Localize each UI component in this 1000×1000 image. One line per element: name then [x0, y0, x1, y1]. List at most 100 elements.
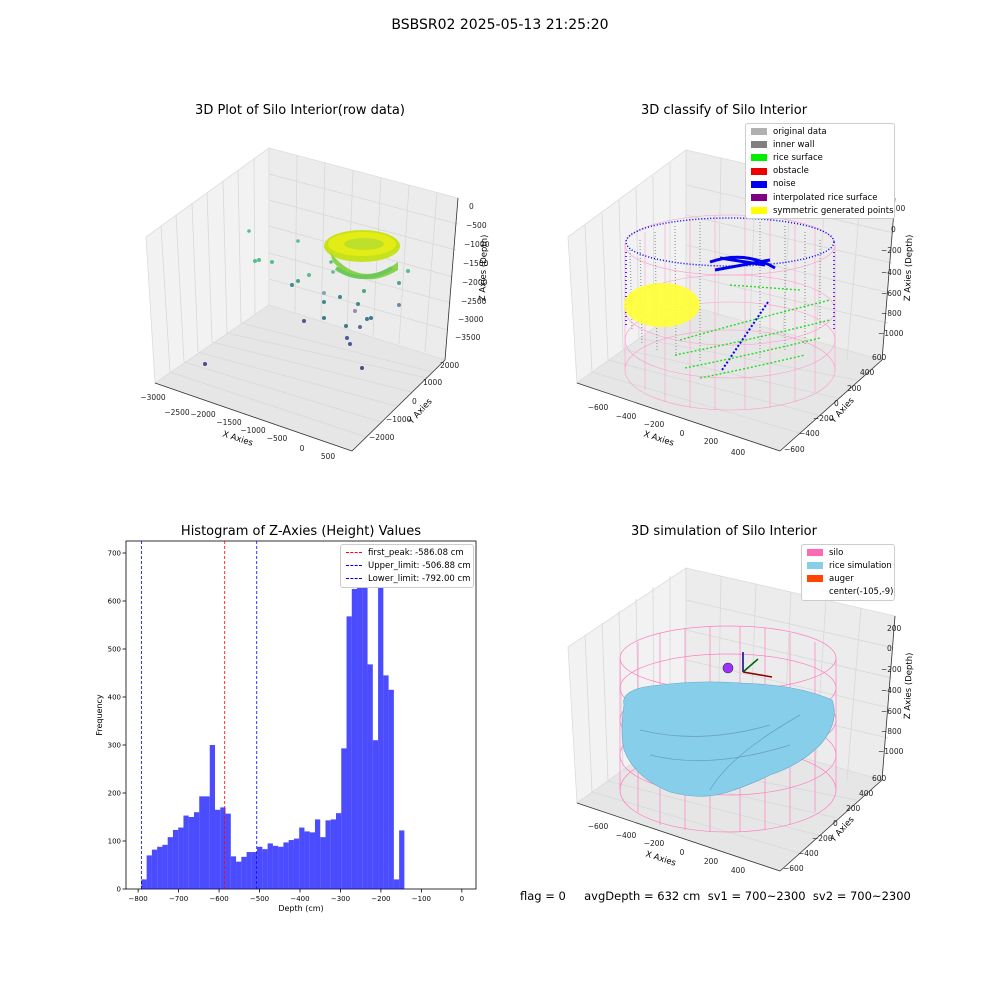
raw-surface-cloud — [324, 230, 400, 280]
histogram-bar — [204, 796, 210, 889]
simulation-plot-title: 3D simulation of Silo Interior — [631, 524, 817, 539]
legend-swatch — [751, 141, 767, 149]
classify-axis-lines — [576, 197, 896, 452]
z-tick-label: −3500 — [455, 333, 481, 342]
x-tick-label: 200 — [704, 857, 719, 866]
histogram-bar — [336, 813, 342, 889]
z-tick-label: 200 — [887, 624, 902, 633]
histogram-bar — [351, 589, 358, 889]
histogram-bar — [288, 840, 294, 889]
legend-entry-noise: noise — [746, 178, 894, 191]
histogram-bar — [225, 813, 231, 889]
histogram-bar — [283, 842, 289, 889]
classify-x-ticklabels: −600 −400 −200 0 200 400 — [588, 403, 746, 457]
histogram-bar — [167, 837, 173, 889]
x-tick-label: 0 — [680, 429, 685, 438]
histogram-bar — [272, 845, 279, 889]
x-tick-label: −500 — [267, 434, 288, 443]
y-tick-label: 2000 — [440, 361, 459, 370]
x-tick-label: 500 — [321, 452, 336, 461]
x-tick-label: −200 — [644, 420, 665, 429]
x-tick-label: −200 — [644, 839, 665, 848]
y-tick-label: −200 — [812, 834, 833, 843]
legend-entry-lower-limit: Lower_limit: -792.00 cm — [341, 572, 473, 585]
histogram-bar — [362, 587, 368, 889]
simulation-z-axis-label: Z Axies (Depth) — [903, 652, 915, 719]
y-tick-label: 400 — [108, 694, 121, 702]
histogram-bar — [299, 827, 305, 889]
histogram-bar — [367, 664, 373, 889]
histogram-bar — [330, 819, 336, 889]
histogram-bar — [304, 831, 310, 889]
legend-swatch — [751, 194, 767, 202]
y-tick-label: 300 — [108, 742, 121, 750]
legend-swatch — [751, 180, 767, 188]
legend-entry-center: center(-105,-9) — [802, 586, 894, 599]
y-tick-label: 600 — [872, 774, 887, 783]
histogram-bar — [393, 879, 400, 889]
x-tick-label: −200 — [371, 895, 390, 903]
classify-x-axis-label: X Axies — [642, 429, 675, 448]
legend-swatch — [346, 552, 362, 554]
simulation-axis-lines — [576, 615, 896, 872]
y-tick-label: −2000 — [369, 433, 395, 442]
z-tick-label: 200 — [891, 204, 906, 213]
histogram-bar — [241, 856, 247, 889]
x-tick-label: 400 — [731, 448, 746, 457]
x-tick-label: −100 — [412, 895, 431, 903]
simulation-3d-plot: −600 −400 −200 0 200 400 X Axies 600 400… — [567, 567, 915, 875]
histogram-bar — [251, 852, 258, 889]
histogram-bar — [230, 856, 237, 889]
y-tick-label: 100 — [108, 838, 121, 846]
legend-entry-first-peak: first_peak: -586.08 cm — [341, 546, 473, 559]
z-tick-label: −600 — [881, 289, 902, 298]
legend-entry-interpolated-rice-surface: interpolated rice surface — [746, 191, 894, 204]
raw-y-ticklabels: 2000 1000 0 −1000 −2000 — [369, 361, 459, 442]
legend-entry-original-data: original data — [746, 125, 894, 138]
histogram-bar — [383, 675, 389, 889]
y-tick-label: −200 — [813, 414, 834, 423]
z-tick-label: 0 — [469, 202, 474, 211]
auger-marker — [722, 652, 773, 678]
z-tick-label: −1500 — [463, 259, 489, 268]
legend-swatch — [807, 575, 823, 583]
histogram-bar — [157, 846, 163, 889]
simulation-legend: silo rice simulation auger center(-105,-… — [801, 544, 895, 601]
legend-entry-rice-surface: rice surface — [746, 151, 894, 164]
y-tick-label: 1000 — [423, 378, 442, 387]
histogram-bar — [257, 846, 263, 889]
legend-swatch — [751, 128, 767, 136]
x-tick-label: −400 — [290, 895, 309, 903]
legend-entry-auger: auger — [802, 572, 894, 585]
histogram-y-ticks: 0 100 200 300 400 500 600 700 — [108, 550, 126, 894]
histogram-bar — [293, 838, 300, 889]
histogram-x-axis-label: Depth (cm) — [278, 904, 323, 913]
histogram-bar — [325, 820, 331, 889]
legend-entry-symmetric-generated-points: symmetric generated points — [746, 204, 894, 217]
classify-3d-plot: −600 −400 −200 0 200 400 X Axies 600 400… — [567, 149, 915, 457]
y-tick-label: 400 — [859, 789, 874, 798]
x-tick-label: −3000 — [140, 393, 166, 402]
x-tick-label: −400 — [616, 831, 637, 840]
histogram-bar — [309, 832, 315, 889]
histogram-bar — [141, 879, 147, 889]
simulation-y-ticklabels: 600 400 200 0 −200 −400 −600 — [783, 774, 887, 873]
classify-plot-title: 3D classify of Silo Interior — [640, 103, 808, 118]
x-tick-label: −300 — [331, 895, 350, 903]
x-tick-label: −600 — [588, 403, 609, 412]
y-tick-label: 600 — [108, 598, 121, 606]
histogram-bar — [172, 829, 179, 889]
histogram-bar — [178, 827, 184, 889]
legend-entry-obstacle: obstacle — [746, 165, 894, 178]
y-tick-label: −600 — [783, 864, 804, 873]
histogram-bar — [346, 616, 352, 889]
x-tick-label: 0 — [460, 895, 464, 903]
y-tick-label: 600 — [872, 353, 887, 362]
raw-scatter-points — [203, 229, 410, 370]
x-tick-label: −500 — [250, 895, 269, 903]
figure-title: BSBSR02 2025-05-13 21:25:20 — [391, 17, 609, 33]
histogram-bar — [341, 748, 347, 889]
histogram-bar — [378, 545, 384, 889]
histogram-bar — [267, 843, 273, 889]
histogram-bar — [146, 855, 152, 889]
